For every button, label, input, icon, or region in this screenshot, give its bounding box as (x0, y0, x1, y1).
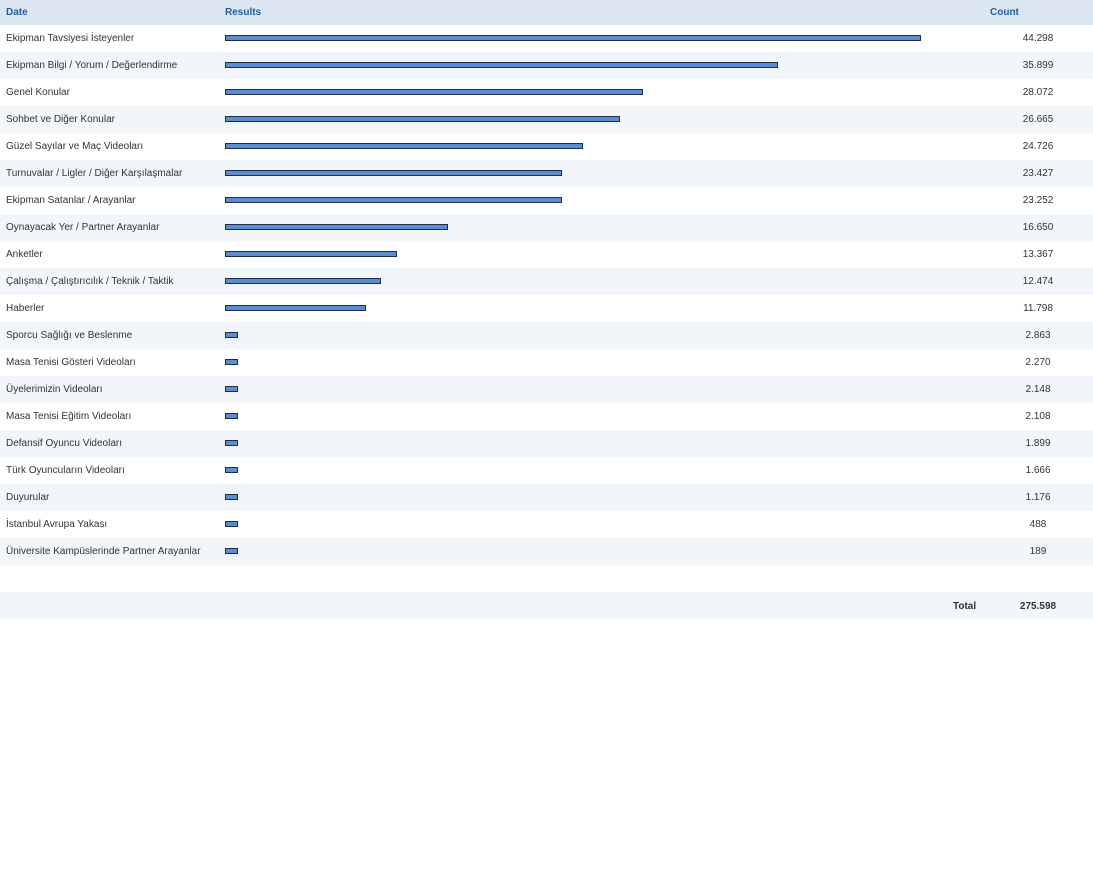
count-value: 2.108 (1025, 411, 1051, 422)
table-row: Üyelerimizin Videoları 2.148 (0, 376, 1093, 403)
result-bar (225, 359, 238, 365)
result-bar (225, 62, 778, 68)
category-label: Sohbet ve Diğer Konular (6, 114, 115, 125)
table-row: Anketler 13.367 (0, 241, 1093, 268)
category-label: Masa Tenisi Eğitim Videoları (6, 411, 132, 422)
category-label: Duyurular (6, 492, 50, 503)
total-label: Total (953, 601, 977, 612)
category-label: Çalışma / Çalıştırıcılık / Teknik / Takt… (6, 276, 174, 287)
category-label: Türk Oyuncuların Videoları (6, 465, 125, 476)
result-bar (225, 467, 238, 473)
category-label: Sporcu Sağlığı ve Beslenme (6, 330, 133, 341)
count-value: 2.270 (1025, 357, 1051, 368)
table-row: Çalışma / Çalıştırıcılık / Teknik / Takt… (0, 268, 1093, 295)
count-value: 23.252 (1022, 195, 1054, 206)
table-row: Sohbet ve Diğer Konular 26.665 (0, 106, 1093, 133)
count-value: 11.798 (1023, 303, 1053, 314)
table-row: Duyurular 1.176 (0, 484, 1093, 511)
result-bar (225, 386, 238, 392)
category-label: Oynayacak Yer / Partner Arayanlar (6, 222, 160, 233)
count-value: 2.148 (1025, 384, 1051, 395)
result-bar (225, 89, 643, 95)
count-value: 28.072 (1022, 87, 1054, 98)
category-label: Ekipman Satanlar / Arayanlar (6, 195, 136, 206)
category-label: Güzel Sayılar ve Maç Videoları (6, 141, 144, 152)
count-value: 44.298 (1022, 33, 1054, 44)
result-bar (225, 413, 238, 419)
count-value: 1.666 (1025, 465, 1051, 476)
total-value: 275.598 (1019, 601, 1057, 612)
table-row: Masa Tenisi Gösteri Videoları 2.270 (0, 349, 1093, 376)
table-row: Üniversite Kampüslerinde Partner Arayanl… (0, 538, 1093, 565)
result-bar (225, 440, 238, 446)
count-value: 13.367 (1022, 249, 1054, 260)
category-label: Anketler (6, 249, 43, 260)
table-row: Oynayacak Yer / Partner Arayanlar 16.650 (0, 214, 1093, 241)
results-column-header: Results (225, 7, 262, 18)
result-bar (225, 35, 921, 41)
result-bar (225, 332, 238, 338)
count-value: 24.726 (1022, 141, 1054, 152)
category-label: Ekipman Bilgi / Yorum / Değerlendirme (6, 60, 178, 71)
category-label: Üniversite Kampüslerinde Partner Arayanl… (6, 546, 201, 557)
table-header: Date Results Count (0, 0, 1093, 25)
table-row: Sporcu Sağlığı ve Beslenme 2.863 (0, 322, 1093, 349)
result-bar (225, 494, 238, 500)
result-bar (225, 224, 448, 230)
count-value: 2.863 (1025, 330, 1051, 341)
spacer-row (0, 565, 1093, 592)
table-row: Haberler 11.798 (0, 295, 1093, 322)
table-row: Ekipman Bilgi / Yorum / Değerlendirme 35.… (0, 52, 1093, 79)
result-bar (225, 170, 562, 176)
result-bar (225, 278, 381, 284)
count-value: 16.650 (1022, 222, 1054, 233)
table-row: Güzel Sayılar ve Maç Videoları 24.726 (0, 133, 1093, 160)
total-row: Total 275.598 (0, 592, 1093, 619)
table-row: İstanbul Avrupa Yakası 488 (0, 511, 1093, 538)
table-body: Ekipman Tavsiyesi İsteyenler 44.298 Ekipma… (0, 25, 1093, 565)
table-row: Ekipman Tavsiyesi İsteyenler 44.298 (0, 25, 1093, 52)
stats-table: Date Results Count Ekipman Tavsiyesi İst… (0, 0, 1093, 619)
category-label: Haberler (6, 303, 45, 314)
category-label: Ekipman Tavsiyesi İsteyenler (6, 33, 135, 44)
category-label: Üyelerimizin Videoları (6, 384, 103, 395)
table-row: Türk Oyuncuların Videoları 1.666 (0, 457, 1093, 484)
count-value: 1.176 (1025, 492, 1051, 503)
category-label: Turnuvalar / Ligler / Diğer Karşılaşmala… (6, 168, 183, 179)
table-row: Turnuvalar / Ligler / Diğer Karşılaşmala… (0, 160, 1093, 187)
count-value: 26.665 (1022, 114, 1054, 125)
table-row: Genel Konular 28.072 (0, 79, 1093, 106)
count-value: 189 (1029, 546, 1047, 557)
result-bar (225, 521, 238, 527)
table-row: Defansif Oyuncu Videoları 1.899 (0, 430, 1093, 457)
category-label: Defansif Oyuncu Videoları (6, 438, 122, 449)
count-value: 35.899 (1022, 60, 1054, 71)
count-value: 23.427 (1022, 168, 1054, 179)
result-bar (225, 251, 397, 257)
category-label: Genel Konular (6, 87, 70, 98)
result-bar (225, 548, 238, 554)
table-row: Ekipman Satanlar / Arayanlar 23.252 (0, 187, 1093, 214)
result-bar (225, 143, 583, 149)
result-bar (225, 197, 562, 203)
result-bar (225, 305, 366, 311)
result-bar (225, 116, 620, 122)
count-value: 488 (1029, 519, 1047, 530)
date-column-header: Date (6, 7, 28, 18)
count-value: 12.474 (1022, 276, 1054, 287)
table-row: Masa Tenisi Eğitim Videoları 2.108 (0, 403, 1093, 430)
category-label: İstanbul Avrupa Yakası (6, 519, 108, 530)
count-value: 1.899 (1025, 438, 1051, 449)
count-column-header: Count (990, 7, 1019, 18)
category-label: Masa Tenisi Gösteri Videoları (6, 357, 136, 368)
